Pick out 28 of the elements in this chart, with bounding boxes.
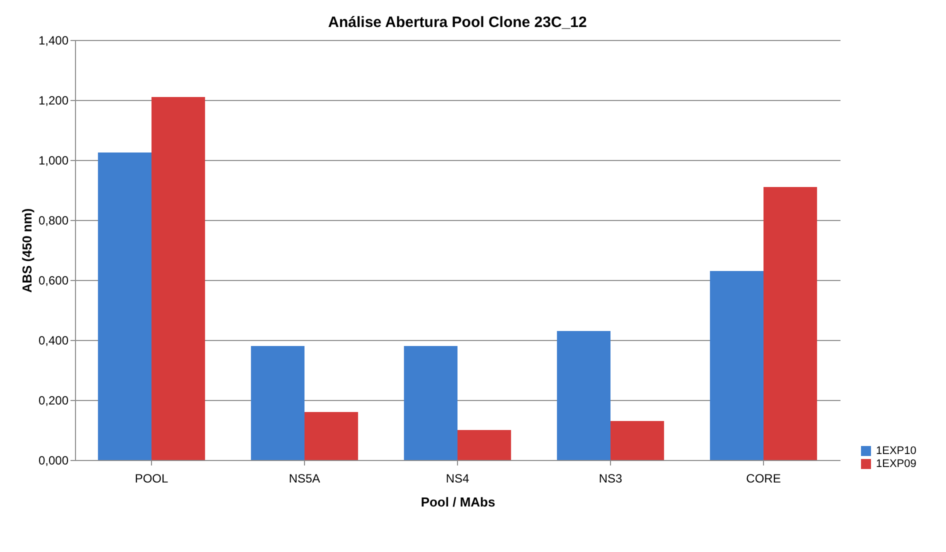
y-tick-label: 0,200: [38, 394, 69, 408]
x-axis-title: Pool / MAbs: [420, 494, 496, 510]
y-tick-label: 1,000: [38, 154, 69, 168]
x-tick-label: NS3: [598, 472, 622, 486]
bar: [610, 421, 664, 460]
y-tick-label: 1,400: [38, 34, 69, 48]
y-tick-label: 0,800: [38, 214, 69, 228]
bar: [250, 346, 304, 460]
bar: [152, 97, 206, 460]
y-axis-title: ABS (450 nm): [19, 208, 34, 293]
y-tick-label: 0,600: [38, 274, 69, 288]
bar: [556, 331, 610, 460]
bar: [764, 187, 818, 460]
bar: [710, 271, 764, 460]
x-tick-label: CORE: [746, 472, 781, 486]
x-tick-label: NS5A: [288, 472, 320, 486]
y-tick-label: 1,200: [38, 94, 69, 108]
bar: [304, 412, 358, 460]
y-tick-label: 0,400: [38, 334, 69, 348]
x-tick-label: NS4: [446, 472, 470, 486]
legend-label: 1EXP09: [876, 458, 916, 470]
bar: [458, 430, 512, 460]
x-tick-label: POOL: [134, 472, 168, 486]
bar: [404, 346, 458, 460]
bar: [98, 152, 152, 460]
y-tick-label: 0,000: [38, 454, 69, 468]
legend-label: 1EXP10: [876, 445, 916, 457]
chart-title: Análise Abertura Pool Clone 23C_12: [328, 14, 587, 31]
